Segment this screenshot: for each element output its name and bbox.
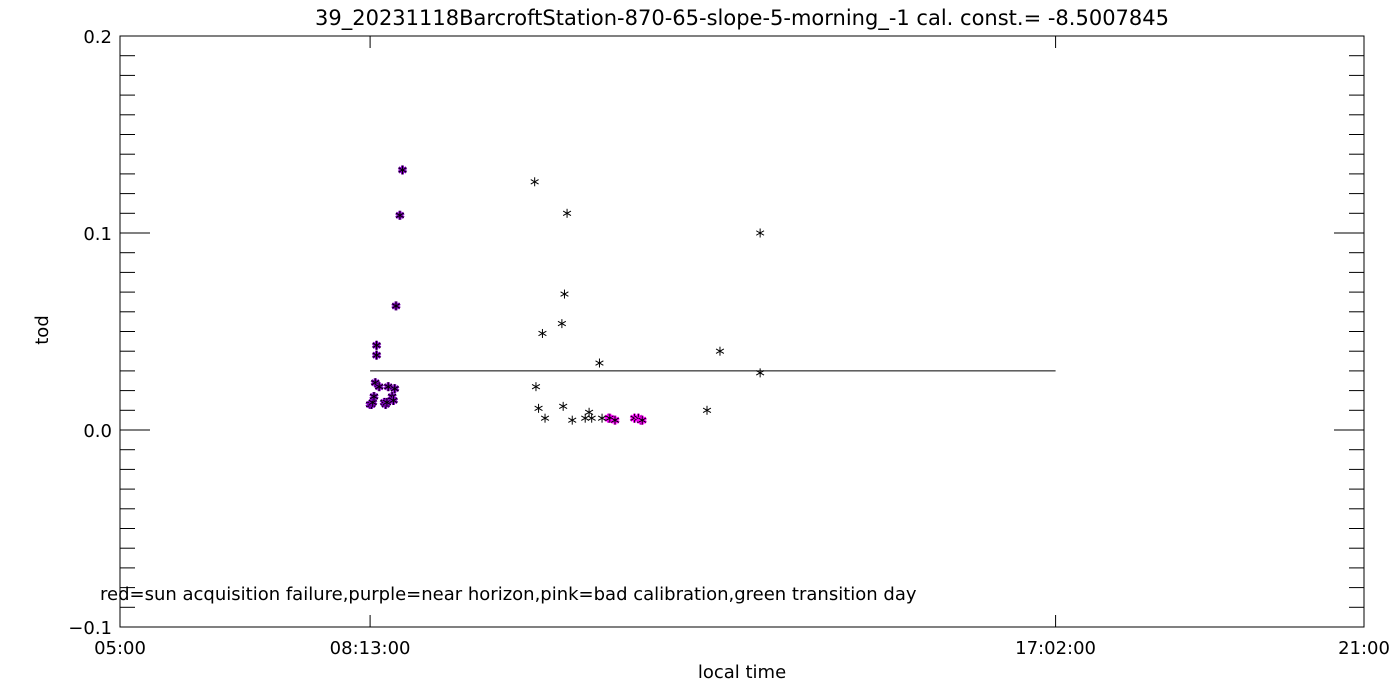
- data-point: [610, 415, 620, 425]
- data-point: [397, 165, 408, 175]
- x-tick-label: 08:13:00: [330, 638, 411, 659]
- x-tick-label: 05:00: [94, 638, 146, 659]
- data-point: [755, 228, 765, 238]
- legend-annotation: red=sun acquisition failure,purple=near …: [100, 584, 917, 605]
- data-point: [702, 405, 712, 415]
- data-point: [715, 346, 725, 356]
- data-point: [531, 382, 541, 392]
- data-point: [559, 401, 568, 411]
- data-point: [587, 413, 596, 423]
- data-point: [369, 392, 379, 402]
- data-point: [755, 368, 765, 378]
- y-tick-label: 0.0: [83, 421, 112, 442]
- data-point: [383, 382, 393, 392]
- data-point: [371, 340, 382, 350]
- data-point: [538, 328, 547, 338]
- data-point: [534, 403, 543, 413]
- data-point: [557, 319, 567, 329]
- data-point: [595, 358, 604, 368]
- x-axis-label: local time: [698, 662, 786, 683]
- data-point: [390, 384, 400, 394]
- data-point: [568, 415, 577, 425]
- data-point: [395, 210, 405, 220]
- data-point: [530, 177, 539, 187]
- y-tick-label: 0.1: [83, 224, 112, 245]
- data-point: [560, 289, 569, 299]
- data-point: [562, 208, 572, 218]
- x-tick-label: 21:00: [1338, 638, 1390, 659]
- plot-frame: [119, 35, 1365, 628]
- data-point: [581, 413, 590, 423]
- y-tick-label: 0.2: [83, 27, 112, 48]
- data-point: [388, 395, 399, 405]
- chart-title: 39_20231118BarcroftStation-870-65-slope-…: [315, 6, 1169, 31]
- x-tick-label: 17:02:00: [1015, 638, 1096, 659]
- data-point: [391, 301, 401, 311]
- data-point: [382, 397, 392, 407]
- data-point: [637, 415, 647, 425]
- y-tick-label: −0.1: [68, 618, 112, 639]
- data-point: [371, 350, 382, 360]
- data-point: [540, 413, 550, 423]
- y-axis-label: tod: [32, 315, 53, 345]
- data-point: [597, 413, 607, 423]
- data-point: [374, 382, 384, 392]
